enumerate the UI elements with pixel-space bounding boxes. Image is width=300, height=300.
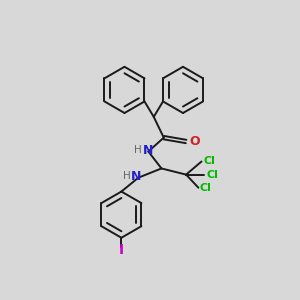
Text: N: N: [131, 170, 141, 183]
Text: N: N: [142, 144, 153, 157]
Text: H: H: [134, 145, 142, 155]
Text: I: I: [119, 243, 124, 257]
Text: Cl: Cl: [206, 169, 218, 180]
Text: O: O: [189, 135, 200, 148]
Text: H: H: [123, 171, 131, 181]
Text: Cl: Cl: [203, 156, 215, 166]
Text: Cl: Cl: [200, 184, 212, 194]
